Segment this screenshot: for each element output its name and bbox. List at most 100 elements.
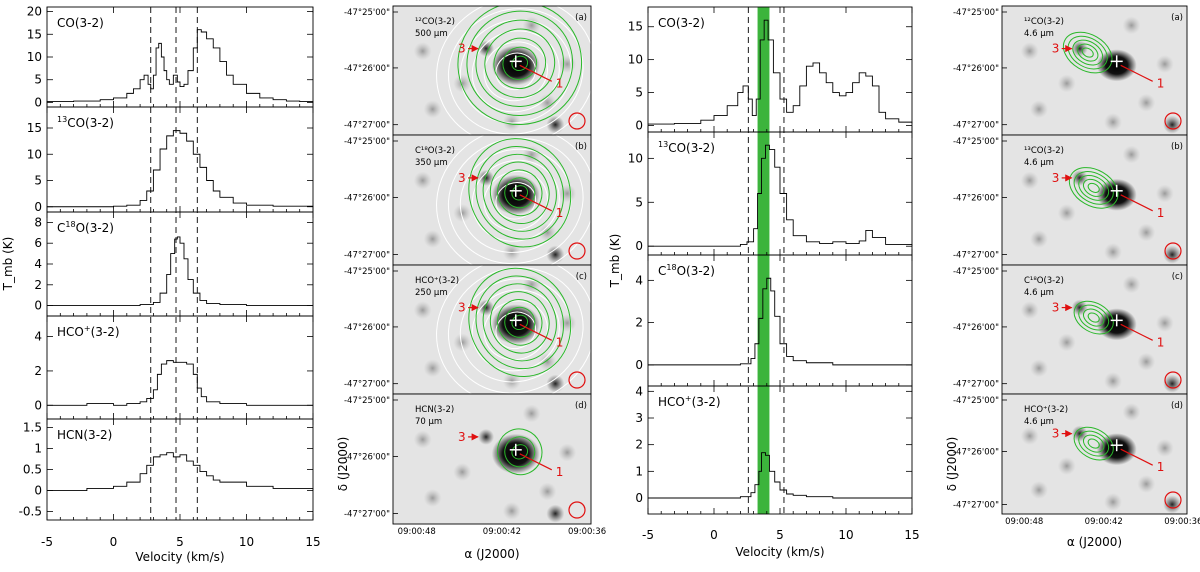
y-tick-label: 0 — [34, 95, 42, 109]
field-source — [1163, 495, 1182, 514]
green-contour — [1082, 308, 1105, 327]
source-3-label: 3 — [458, 430, 466, 444]
beam-circle-marker — [568, 242, 586, 260]
faint-source — [558, 55, 577, 74]
dec-tick-label: -47°27'00" — [344, 121, 390, 131]
dec-tick-label: -47°26'00" — [953, 193, 999, 203]
y-tick-label: 2 — [34, 364, 42, 378]
green-contour — [1078, 304, 1110, 331]
dec-tick-label: -47°26'00" — [344, 193, 390, 203]
spectrum-panel: 0 1 2 3 4 HCO+(3-2) — [635, 384, 913, 515]
source-1-pointer — [519, 323, 553, 341]
green-contour — [1087, 182, 1100, 193]
map-panel: 1 3 ¹²CO(3-2) 4.6 μm (a) -47°25'00" -47°26'00"… — [953, 5, 1188, 136]
y-tick-label: 10 — [27, 50, 42, 64]
faint-source — [1122, 145, 1141, 164]
green-contour — [502, 46, 538, 81]
spectrum-line — [648, 452, 912, 499]
dec-tick-label: -47°25'00" — [344, 396, 390, 406]
y-tick-label: 0 — [34, 299, 42, 313]
faint-source — [423, 489, 442, 507]
beam-circle-marker — [1164, 112, 1182, 130]
spectrum-panel: 0 2 4 C18O(3-2) — [635, 254, 913, 387]
green-contour — [1081, 47, 1094, 58]
faint-source — [453, 204, 472, 222]
y-axis-label: T_mb (K) — [1, 237, 15, 292]
field-source — [546, 504, 565, 523]
y-tick-label: 1 — [635, 464, 643, 478]
x-tick-label: 5 — [776, 528, 784, 542]
green-contour — [1072, 39, 1104, 66]
source-1-pointer — [1120, 323, 1153, 341]
green-contour — [482, 153, 557, 232]
source-1-label: 1 — [556, 206, 564, 220]
dec-tick-label: -47°25'00" — [344, 8, 390, 18]
y-tick-label: 0.5 — [23, 463, 42, 477]
faint-source — [1020, 301, 1039, 320]
molecule-label: HCO+(3-2) — [57, 324, 120, 339]
spectrum-panel: 0 5 10 15 20 CO(3-2) — [27, 5, 314, 109]
y-tick-label: 4 — [635, 273, 643, 287]
x-tick-label: -5 — [642, 528, 654, 542]
green-contour — [511, 185, 529, 201]
field-source — [546, 245, 565, 264]
source-1-label: 1 — [1157, 206, 1165, 220]
spectrum-line — [47, 452, 314, 491]
molecule-label: HCO+(3-2) — [658, 394, 721, 409]
y-tick-label: 2 — [34, 278, 42, 292]
panel-frame — [46, 418, 314, 521]
map-band-label: 4.6 μm — [1024, 417, 1054, 427]
green-contour — [1087, 312, 1100, 323]
x-axis-label: Velocity (km/s) — [135, 550, 224, 564]
green-contour — [1073, 171, 1114, 205]
ra-axis-label: α (J2000) — [1067, 535, 1122, 549]
map-panel: 1 3 HCO⁺(3-2) 4.6 μm (d) -47°25'00" -47°26'00"… — [953, 393, 1188, 515]
faint-source — [1057, 204, 1076, 222]
spectrum-panel: 0 5 10 13CO(3-2) — [628, 131, 913, 256]
faint-source — [1122, 403, 1141, 421]
spectrum-line — [648, 277, 912, 366]
source-1-label: 1 — [1157, 76, 1165, 90]
green-contour — [511, 444, 529, 460]
ra-axis-label: α (J2000) — [464, 547, 519, 561]
x-axis-label: Velocity (km/s) — [735, 545, 824, 559]
y-tick-label: 4 — [34, 257, 42, 271]
faint-source — [502, 502, 521, 520]
faint-source — [1020, 171, 1039, 190]
spectrum-panel: 0 5 10 15 13CO(3-2) — [27, 106, 314, 214]
green-contour — [484, 28, 556, 99]
spectrum-line — [47, 130, 314, 208]
source-1-label: 1 — [556, 335, 564, 349]
y-tick-label: 2 — [635, 316, 643, 330]
source-1-label: 1 — [1157, 335, 1165, 349]
source-1-label: 1 — [556, 465, 564, 479]
faint-source — [413, 430, 432, 449]
dec-axis-label: δ (J2000) — [945, 437, 959, 492]
faint-source — [1104, 493, 1122, 511]
dec-tick-label: -47°26'00" — [953, 323, 999, 333]
green-contour — [511, 55, 529, 72]
y-axis-label: T_mb (K) — [608, 234, 622, 289]
faint-source — [1155, 55, 1174, 74]
y-tick-label: 20 — [27, 5, 42, 19]
green-contour — [1062, 31, 1113, 74]
dec-tick-label: -47°25'00" — [953, 8, 999, 18]
green-contour — [493, 37, 547, 90]
faint-source — [1137, 352, 1156, 371]
white-contour — [447, 267, 584, 394]
faint-source — [453, 463, 472, 481]
x-tick-label: 15 — [305, 535, 320, 549]
spectrum-line — [648, 19, 913, 125]
green-contour — [497, 169, 543, 217]
faint-source — [558, 184, 577, 203]
ra-tick-label: 09:00:42 — [1085, 517, 1123, 527]
white-contour — [483, 300, 548, 361]
map-image: 1 3 HCN(3-2) 70 μm (d) — [393, 394, 591, 524]
y-tick-label: 0 — [34, 200, 42, 214]
faint-source — [1030, 100, 1048, 119]
faint-source — [1057, 333, 1076, 352]
source-1-pointer — [1120, 194, 1153, 212]
dec-tick-label: -47°26'00" — [953, 448, 999, 458]
